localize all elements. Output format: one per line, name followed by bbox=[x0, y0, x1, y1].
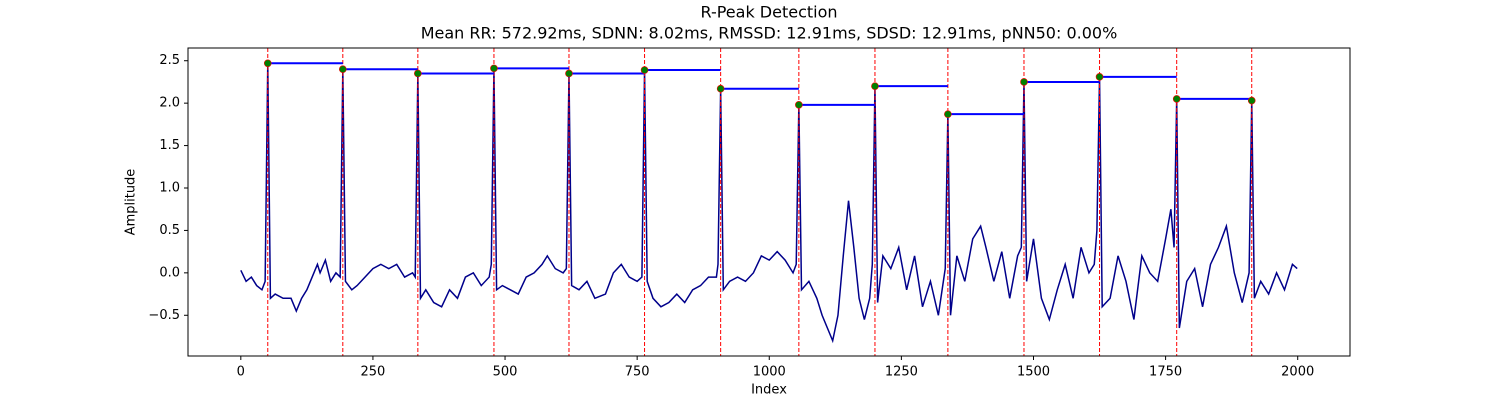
r-peak bbox=[944, 110, 952, 118]
r-peak bbox=[640, 66, 649, 74]
x-tick-label: 1750 bbox=[1149, 365, 1182, 380]
r-peak bbox=[490, 64, 498, 73]
x-tick-label: 2000 bbox=[1281, 365, 1314, 380]
y-tick-label: 0.5 bbox=[159, 223, 180, 238]
y-axis-label: Amplitude bbox=[124, 169, 139, 236]
r-peak bbox=[1020, 78, 1028, 86]
r-peak bbox=[716, 84, 725, 93]
x-tick-label: 500 bbox=[493, 365, 518, 380]
r-peak bbox=[263, 59, 272, 68]
chart-title: R-Peak Detection bbox=[700, 3, 837, 22]
y-tick-label: 1.0 bbox=[159, 181, 180, 196]
r-peak bbox=[1172, 95, 1181, 103]
r-peak bbox=[339, 65, 347, 74]
y-tick-label: 2.0 bbox=[159, 96, 180, 111]
plot-frame bbox=[187, 47, 1351, 357]
x-axis-label: Index bbox=[751, 383, 787, 398]
signal-line bbox=[240, 63, 1298, 344]
r-peak bbox=[871, 82, 879, 90]
y-tick-label: −0.5 bbox=[148, 308, 180, 323]
r-peak bbox=[565, 69, 573, 78]
r-peak bbox=[1095, 73, 1104, 81]
r-peak bbox=[1247, 96, 1256, 105]
x-tick-label: 1250 bbox=[885, 365, 918, 380]
x-tick-label: 0 bbox=[237, 365, 245, 380]
x-tick-label: 1500 bbox=[1017, 365, 1050, 380]
r-peak bbox=[795, 101, 803, 109]
y-tick-label: 1.5 bbox=[159, 138, 180, 153]
y-tick-label: 0.0 bbox=[159, 265, 180, 280]
r-peak bbox=[414, 69, 422, 78]
x-tick-label: 1000 bbox=[753, 365, 786, 380]
x-tick-label: 750 bbox=[625, 365, 650, 380]
x-tick-label: 250 bbox=[361, 365, 386, 380]
y-tick-label: 2.5 bbox=[159, 53, 180, 68]
chart-subtitle: Mean RR: 572.92ms, SDNN: 8.02ms, RMSSD: … bbox=[421, 24, 1118, 43]
